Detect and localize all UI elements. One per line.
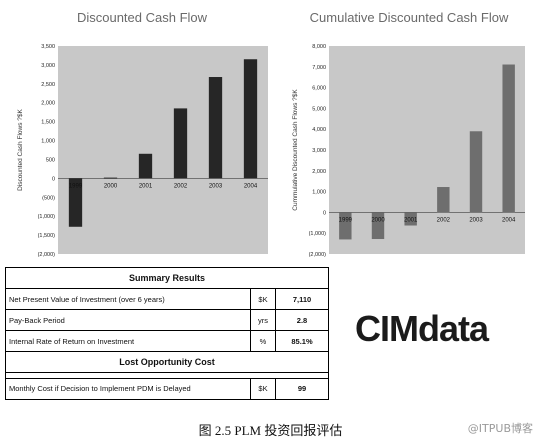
x-tick-label: 1999	[339, 217, 353, 223]
row-value: 85.1%	[274, 330, 330, 353]
x-tick-label: 2001	[404, 217, 418, 223]
y-tick-label: 500	[46, 157, 55, 163]
cumulative-discounted-cash-flow-plot: Cummulative Discounted Cash Flows ?$K 8,0…	[292, 44, 525, 258]
bar-2003	[469, 131, 483, 213]
y-tick-label: 2,000	[312, 169, 326, 175]
x-tick-label: 2003	[469, 217, 483, 223]
plot-area	[58, 46, 268, 254]
y-tick-label: 0	[323, 210, 326, 216]
y-tick-label: (1,500)	[38, 233, 56, 239]
y-tick-label: 4,000	[312, 127, 326, 133]
lost-opportunity-header-row: Lost Opportunity Cost	[4, 351, 330, 374]
bar-1999	[68, 178, 83, 227]
y-tick-label: 6,000	[312, 86, 326, 92]
row-unit: yrs	[250, 309, 276, 332]
y-tick-label: 1,500	[41, 120, 55, 126]
cumulative-discounted-cash-flow-chart: Cumulative Discounted Cash Flow Cummulat…	[285, 6, 533, 261]
y-tick-label: (500)	[42, 195, 55, 201]
x-tick-label: 2002	[174, 183, 188, 189]
y-tick-label: (1,000)	[309, 231, 327, 237]
y-tick-label: 3,500	[41, 44, 55, 50]
y-tick-label: 2,000	[41, 101, 55, 107]
bar-2001	[404, 212, 417, 226]
x-tick-label: 2000	[104, 183, 118, 189]
figure-caption: 图 2.5 PLM 投资回报评估	[198, 423, 343, 438]
table-row: Net Present Value of Investment (over 6 …	[5, 288, 330, 311]
y-tick-label: (2,000)	[38, 252, 56, 258]
row-value: 7,110	[274, 288, 330, 311]
plot-area	[329, 46, 525, 254]
discounted-cash-flow-chart: Discounted Cash Flow Discounted Cash Flo…	[8, 6, 276, 261]
y-tick-label: 8,000	[312, 44, 326, 50]
table-row: Monthly Cost if Decision to Implement PD…	[5, 377, 330, 401]
x-tick-label: 2003	[209, 183, 223, 189]
y-axis-label: Discounted Cash Flows ?$K	[17, 109, 24, 191]
y-tick-label: 3,000	[41, 63, 55, 69]
bar-2000	[103, 177, 118, 179]
watermark: @ITPUB博客	[467, 422, 533, 435]
row-label: Net Present Value of Investment (over 6 …	[5, 288, 251, 311]
row-label: Pay-Back Period	[5, 309, 251, 332]
bar-2004	[502, 64, 515, 213]
x-tick-label: 1999	[69, 183, 83, 189]
y-tick-label: 7,000	[312, 65, 326, 71]
row-value: 99	[274, 377, 330, 401]
row-label: Monthly Cost if Decision to Implement PD…	[5, 377, 251, 401]
y-tick-label: 1,000	[41, 139, 55, 145]
table-row: Pay-Back Period yrs 2.8	[5, 309, 330, 332]
bar-2000	[371, 212, 385, 240]
bar-1999	[339, 212, 352, 240]
summary-title: Summary Results	[4, 266, 330, 290]
row-unit: $K	[250, 288, 276, 311]
table-row: Internal Rate of Return on Investment % …	[5, 330, 330, 353]
bar-2002	[173, 108, 188, 179]
discounted-cash-flow-plot: Discounted Cash Flows ?$K 3,500 3,000 2,500…	[17, 44, 268, 258]
x-tick-label: 2001	[139, 183, 153, 189]
lost-opportunity-title: Lost Opportunity Cost	[4, 351, 330, 374]
summary-header-row: Summary Results	[4, 266, 330, 290]
x-tick-label: 2000	[371, 217, 385, 223]
row-unit: %	[250, 330, 276, 353]
bar-2001	[138, 153, 153, 179]
x-tick-label: 2004	[502, 217, 516, 223]
y-tick-label: 2,500	[41, 82, 55, 88]
row-label: Internal Rate of Return on Investment	[5, 330, 251, 353]
summary-results-table: Summary Results Net Present Value of Inv…	[4, 266, 330, 401]
cimdata-logo: CIMdata	[355, 308, 489, 349]
bar-2003	[208, 77, 223, 179]
x-tick-label: 2002	[437, 217, 451, 223]
bar-2004	[243, 59, 258, 179]
y-tick-label: 1,000	[312, 190, 326, 196]
chart-title: Cumulative Discounted Cash Flow	[309, 10, 509, 25]
chart-title: Discounted Cash Flow	[76, 10, 208, 25]
y-axis-label: Cummulative Discounted Cash Flows ?$K	[292, 89, 299, 211]
y-tick-label: (2,000)	[309, 252, 327, 258]
y-tick-label: (1,000)	[38, 214, 56, 220]
bar-2002	[437, 187, 450, 213]
x-tick-label: 2004	[244, 183, 258, 189]
row-value: 2.8	[274, 309, 330, 332]
y-tick-label: 0	[52, 176, 55, 182]
row-unit: $K	[250, 377, 276, 401]
y-tick-label: 3,000	[312, 148, 326, 154]
y-tick-label: 5,000	[312, 106, 326, 112]
